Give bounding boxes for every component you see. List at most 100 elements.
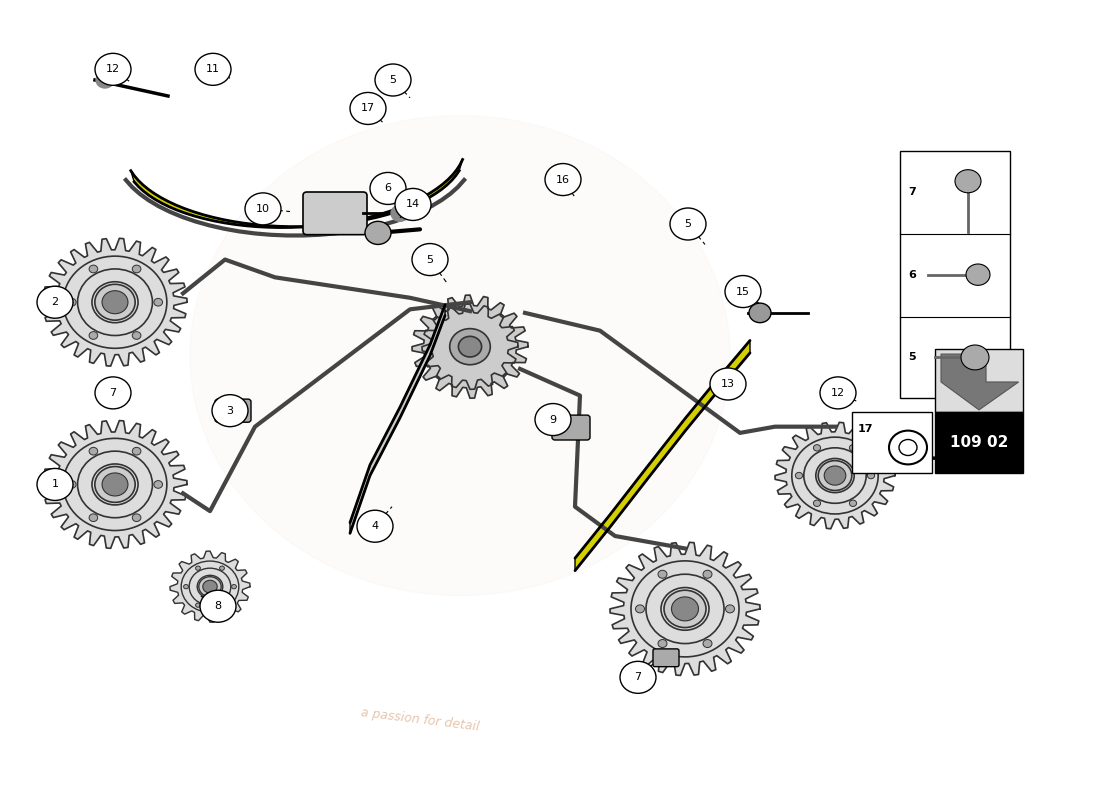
- Circle shape: [350, 93, 386, 125]
- Circle shape: [195, 54, 231, 86]
- Circle shape: [67, 481, 76, 488]
- Text: 7: 7: [908, 187, 915, 197]
- Circle shape: [671, 597, 698, 621]
- Circle shape: [220, 566, 224, 570]
- Text: 10: 10: [256, 204, 270, 214]
- Text: 12: 12: [106, 64, 120, 74]
- Circle shape: [212, 394, 248, 426]
- Text: 15: 15: [736, 286, 750, 297]
- Polygon shape: [610, 542, 760, 675]
- Circle shape: [102, 290, 128, 314]
- FancyBboxPatch shape: [214, 399, 251, 422]
- Polygon shape: [350, 305, 446, 534]
- Circle shape: [544, 163, 581, 195]
- Circle shape: [375, 64, 411, 96]
- Circle shape: [196, 603, 200, 607]
- FancyBboxPatch shape: [935, 349, 1023, 413]
- Text: 1: 1: [52, 479, 58, 490]
- Circle shape: [154, 298, 163, 306]
- Circle shape: [813, 445, 821, 451]
- Text: 11: 11: [206, 64, 220, 74]
- Circle shape: [102, 473, 128, 496]
- Circle shape: [725, 275, 761, 307]
- Circle shape: [232, 585, 236, 589]
- Circle shape: [849, 500, 857, 506]
- FancyBboxPatch shape: [302, 192, 367, 234]
- Circle shape: [961, 345, 989, 370]
- Circle shape: [95, 54, 131, 86]
- Circle shape: [813, 500, 821, 506]
- Circle shape: [703, 639, 712, 647]
- Text: a passion for detail: a passion for detail: [360, 706, 480, 734]
- Circle shape: [132, 265, 141, 273]
- Circle shape: [868, 472, 875, 478]
- Circle shape: [370, 173, 406, 205]
- Circle shape: [365, 222, 390, 245]
- Text: 5: 5: [908, 353, 915, 362]
- Circle shape: [412, 243, 448, 275]
- Circle shape: [710, 368, 746, 400]
- Text: 8: 8: [214, 602, 221, 611]
- Text: 2: 2: [52, 298, 58, 307]
- Circle shape: [883, 446, 903, 464]
- Text: 13: 13: [720, 379, 735, 389]
- Polygon shape: [131, 159, 463, 227]
- Polygon shape: [43, 421, 187, 548]
- Text: 3: 3: [227, 406, 233, 416]
- Text: 7: 7: [635, 672, 641, 682]
- Circle shape: [966, 264, 990, 286]
- Circle shape: [703, 570, 712, 578]
- Polygon shape: [412, 295, 528, 398]
- Text: 4: 4: [372, 522, 378, 531]
- Text: 9: 9: [549, 414, 557, 425]
- Circle shape: [358, 510, 393, 542]
- Circle shape: [89, 332, 98, 339]
- Circle shape: [535, 403, 571, 435]
- Circle shape: [89, 265, 98, 273]
- Polygon shape: [940, 354, 1019, 410]
- Polygon shape: [575, 341, 750, 570]
- Circle shape: [37, 286, 73, 318]
- FancyBboxPatch shape: [852, 413, 932, 473]
- Polygon shape: [422, 304, 518, 390]
- FancyBboxPatch shape: [900, 151, 1010, 398]
- Text: 6: 6: [908, 270, 916, 280]
- Text: 109 02: 109 02: [949, 435, 1009, 450]
- Text: 5: 5: [684, 219, 692, 229]
- FancyBboxPatch shape: [935, 413, 1023, 473]
- Circle shape: [459, 336, 482, 357]
- Circle shape: [132, 332, 141, 339]
- Text: 7: 7: [109, 388, 117, 398]
- Circle shape: [196, 566, 200, 570]
- Circle shape: [96, 72, 114, 88]
- Circle shape: [749, 303, 771, 322]
- Circle shape: [95, 377, 131, 409]
- FancyBboxPatch shape: [552, 415, 590, 440]
- Circle shape: [89, 514, 98, 522]
- Circle shape: [450, 329, 491, 365]
- Circle shape: [132, 447, 141, 455]
- Circle shape: [199, 577, 221, 597]
- Text: 5: 5: [427, 254, 433, 265]
- Circle shape: [95, 284, 135, 320]
- Circle shape: [95, 466, 135, 502]
- Circle shape: [67, 298, 76, 306]
- Circle shape: [37, 469, 73, 501]
- Circle shape: [202, 580, 217, 593]
- Polygon shape: [43, 238, 187, 366]
- Circle shape: [190, 115, 730, 595]
- Circle shape: [658, 570, 667, 578]
- Circle shape: [636, 605, 645, 613]
- Circle shape: [849, 445, 857, 451]
- Text: 17: 17: [858, 424, 873, 434]
- Circle shape: [390, 206, 409, 222]
- Circle shape: [89, 447, 98, 455]
- Circle shape: [726, 605, 735, 613]
- Text: 6: 6: [385, 183, 392, 194]
- Text: 16: 16: [556, 174, 570, 185]
- Circle shape: [820, 377, 856, 409]
- Circle shape: [670, 208, 706, 240]
- Circle shape: [245, 193, 280, 225]
- Circle shape: [795, 472, 803, 478]
- Text: 5: 5: [389, 75, 396, 85]
